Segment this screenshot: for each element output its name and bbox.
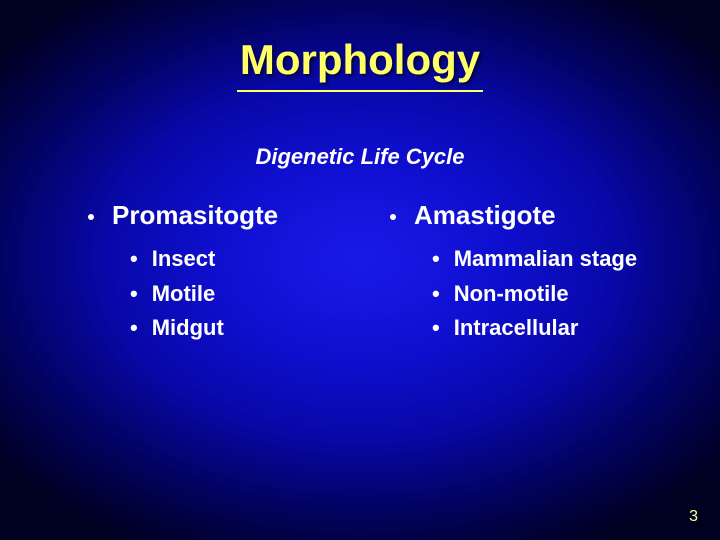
bullet-icon: • [130, 246, 138, 272]
column-heading-row: Promasitogte [88, 200, 360, 231]
list-item-text: Insect [152, 245, 216, 274]
list-item: • Insect [130, 245, 360, 274]
list-item-text: Intracellular [454, 314, 579, 343]
list-item: • Non-motile [432, 280, 720, 309]
bullet-icon: • [130, 281, 138, 307]
sub-list: • Insect • Motile • Midgut [88, 245, 360, 343]
list-item: • Midgut [130, 314, 360, 343]
column-heading: Promasitogte [112, 200, 278, 231]
slide-subtitle: Digenetic Life Cycle [0, 144, 720, 170]
bullet-dot-icon [390, 214, 396, 220]
column-heading-row: Amastigote [390, 200, 720, 231]
list-item-text: Mammalian stage [454, 245, 637, 274]
slide-title: Morphology [0, 36, 720, 84]
slide: Morphology Digenetic Life Cycle Promasit… [0, 0, 720, 540]
bullet-icon: • [432, 281, 440, 307]
list-item: • Intracellular [432, 314, 720, 343]
list-item: • Mammalian stage [432, 245, 720, 274]
column-heading: Amastigote [414, 200, 556, 231]
bullet-dot-icon [88, 214, 94, 220]
bullet-icon: • [432, 246, 440, 272]
bullet-icon: • [130, 315, 138, 341]
list-item-text: Motile [152, 280, 216, 309]
columns-container: Promasitogte • Insect • Motile • Midgut [0, 200, 720, 349]
sub-list: • Mammalian stage • Non-motile • Intrace… [390, 245, 720, 343]
bullet-icon: • [432, 315, 440, 341]
column-left: Promasitogte • Insect • Motile • Midgut [0, 200, 360, 349]
column-right: Amastigote • Mammalian stage • Non-motil… [360, 200, 720, 349]
title-underline [237, 90, 483, 92]
list-item-text: Non-motile [454, 280, 569, 309]
list-item-text: Midgut [152, 314, 224, 343]
list-item: • Motile [130, 280, 360, 309]
page-number: 3 [689, 508, 698, 526]
